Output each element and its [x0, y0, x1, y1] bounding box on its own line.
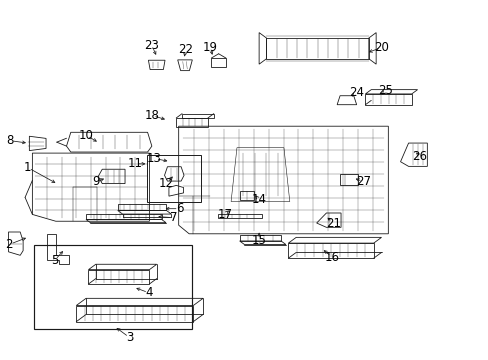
Bar	[118, 204, 166, 211]
Bar	[211, 58, 225, 67]
Text: 22: 22	[178, 42, 193, 55]
Bar	[239, 234, 281, 241]
Bar	[365, 94, 411, 105]
Text: 18: 18	[144, 109, 159, 122]
Text: 27: 27	[356, 175, 371, 188]
Bar	[34, 244, 192, 329]
Text: 6: 6	[176, 202, 183, 215]
Text: 8: 8	[6, 134, 13, 147]
Bar	[217, 214, 261, 219]
Bar	[88, 270, 149, 284]
Bar	[266, 38, 368, 59]
Text: 20: 20	[374, 41, 388, 54]
Text: 7: 7	[170, 211, 177, 224]
Text: 4: 4	[145, 287, 153, 300]
Text: 3: 3	[126, 331, 133, 344]
Text: 13: 13	[146, 152, 162, 165]
Text: 15: 15	[251, 234, 266, 247]
Text: 26: 26	[412, 150, 427, 163]
Text: 24: 24	[348, 86, 364, 99]
Text: 12: 12	[159, 177, 174, 190]
Text: 1: 1	[24, 161, 31, 174]
Bar	[86, 214, 161, 220]
Bar	[147, 155, 200, 202]
Text: 14: 14	[251, 193, 266, 206]
Text: 10: 10	[79, 129, 93, 142]
Bar	[339, 174, 357, 185]
Text: 5: 5	[51, 254, 58, 267]
Bar	[288, 243, 373, 258]
Text: 11: 11	[127, 157, 142, 170]
Text: 16: 16	[324, 251, 339, 264]
Text: 25: 25	[378, 84, 392, 97]
Text: 17: 17	[217, 208, 232, 221]
Text: 21: 21	[325, 216, 340, 230]
Bar	[76, 306, 193, 321]
Text: 9: 9	[92, 175, 100, 188]
Bar	[239, 191, 254, 200]
Text: 2: 2	[5, 238, 13, 251]
Text: 19: 19	[203, 41, 218, 54]
Text: 23: 23	[144, 39, 159, 52]
